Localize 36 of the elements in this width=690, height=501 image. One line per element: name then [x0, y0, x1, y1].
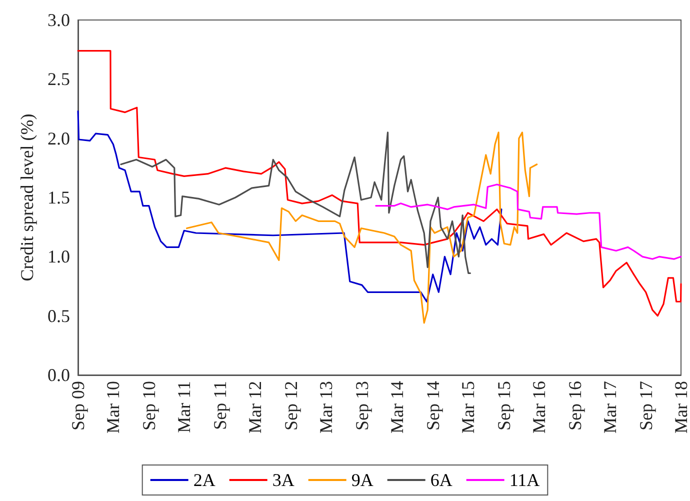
x-tick-label: Sep 16 [564, 381, 585, 430]
x-tick-label: Sep 10 [138, 381, 159, 430]
x-tick-label: Mar 11 [174, 381, 194, 433]
y-axis-title: Credit spread level (%) [17, 114, 37, 282]
legend-label: 6A [430, 470, 452, 490]
x-tick-label: Mar 12 [245, 381, 266, 434]
line-series [120, 132, 471, 274]
y-tick-label: 1.5 [48, 188, 70, 208]
x-tick-label: Sep 12 [280, 381, 301, 430]
line-series [77, 50, 682, 317]
y-tick-label: 2.0 [48, 128, 70, 148]
legend-label: 3A [272, 470, 294, 490]
legend-label: 9A [351, 470, 374, 490]
line-series [186, 132, 538, 324]
x-tick-label: Sep 11 [210, 381, 230, 430]
x-tick-label: Mar 13 [316, 381, 336, 434]
x-tick-label: Sep 15 [494, 381, 514, 430]
legend-label: 2A [193, 470, 216, 490]
x-tick-label: Mar 18 [671, 381, 690, 434]
x-tick-label: Mar 16 [529, 381, 550, 434]
y-tick-label: 2.5 [48, 69, 70, 90]
y-tick-label: 0.5 [48, 306, 70, 326]
x-tick-label: Sep 17 [636, 381, 656, 430]
x-tick-label: Sep 09 [68, 381, 88, 430]
x-tick-label: Mar 10 [103, 381, 124, 434]
legend-label: 11A [509, 470, 540, 490]
line-series [375, 184, 682, 260]
y-tick-label: 1.0 [48, 246, 70, 267]
x-tick-label: Mar 17 [600, 381, 620, 434]
y-tick-label: 3.0 [48, 10, 70, 30]
line-series [77, 110, 502, 302]
x-tick-label: Mar 15 [458, 381, 478, 434]
x-tick-label: Mar 14 [387, 381, 408, 434]
x-tick-label: Sep 14 [422, 381, 443, 430]
x-tick-label: Sep 13 [352, 381, 372, 430]
y-tick-label: 0.0 [48, 365, 70, 385]
